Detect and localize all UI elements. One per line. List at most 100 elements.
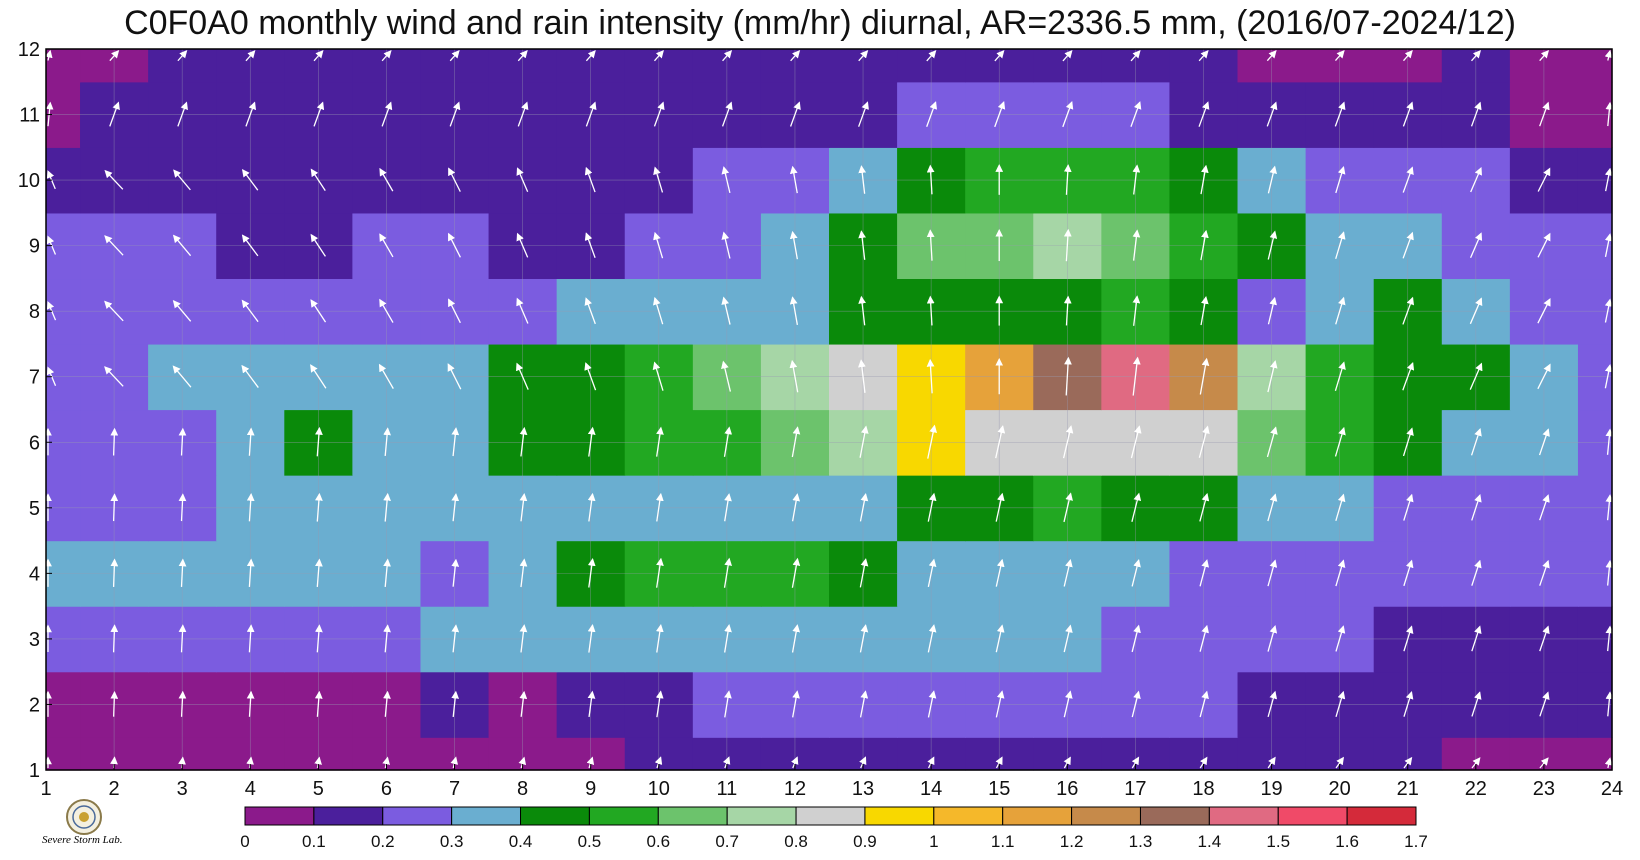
colorbar-swatch — [795, 806, 866, 826]
wind-arrow — [927, 624, 937, 653]
wind-arrow — [1539, 494, 1550, 521]
wind-arrow — [655, 690, 664, 718]
wind-arrow — [1537, 167, 1551, 192]
wind-arrow — [1335, 296, 1346, 325]
x-tick-label: 19 — [1260, 778, 1282, 800]
wind-arrow — [1471, 691, 1482, 717]
heatmap-cell — [624, 49, 694, 83]
wind-arrow — [110, 690, 119, 717]
logo-text: Severe Storm Lab. — [42, 834, 123, 846]
y-tick-label: 1 — [29, 760, 40, 782]
wind-arrow — [1469, 232, 1483, 259]
wind-arrow — [314, 690, 323, 717]
wind-arrow — [858, 359, 866, 393]
wind-arrow — [1539, 101, 1550, 127]
wind-arrow — [1604, 363, 1613, 389]
x-tick-label: 6 — [381, 778, 392, 800]
wind-arrow — [448, 167, 461, 192]
wind-arrow — [1335, 559, 1346, 587]
wind-arrow — [859, 624, 869, 653]
wind-arrow — [310, 168, 326, 191]
wind-arrow — [246, 493, 255, 522]
wind-arrow — [1267, 625, 1278, 652]
wind-arrow — [926, 50, 937, 62]
wind-arrow — [721, 101, 733, 127]
wind-arrow — [859, 756, 867, 769]
x-tick-label: 9 — [585, 778, 596, 800]
wind-arrow — [723, 426, 733, 457]
heatmap-cell — [216, 49, 285, 83]
wind-arrow — [1469, 362, 1483, 390]
x-tick-label: 16 — [1056, 778, 1078, 800]
wind-arrow — [315, 492, 323, 522]
wind-arrow — [449, 101, 461, 127]
wind-arrow — [1402, 166, 1414, 193]
wind-arrow — [1131, 559, 1141, 587]
colorbar-swatch — [933, 806, 1004, 826]
y-tick-label: 3 — [29, 629, 40, 651]
wind-arrow — [1130, 425, 1142, 459]
wind-arrow — [995, 558, 1005, 587]
colorbar-swatch — [1071, 806, 1141, 826]
colorbar-label: 1.5 — [1266, 832, 1290, 851]
wind-arrow — [859, 493, 869, 522]
lab-logo — [66, 799, 102, 835]
wind-arrow — [1131, 624, 1141, 653]
wind-arrow — [721, 360, 732, 392]
wind-arrow — [723, 557, 733, 588]
wind-arrow — [1604, 167, 1613, 192]
y-tick-label: 12 — [18, 39, 40, 61]
wind-arrow — [313, 101, 325, 127]
wind-arrow — [1539, 691, 1550, 717]
wind-arrow — [104, 300, 124, 322]
wind-arrow — [584, 232, 596, 258]
wind-arrow — [1605, 428, 1614, 455]
wind-arrow — [927, 756, 935, 769]
wind-arrow — [1403, 559, 1414, 587]
wind-arrow — [516, 167, 529, 193]
wind-arrow — [451, 624, 460, 653]
wind-arrow — [995, 492, 1005, 522]
wind-arrow — [724, 493, 732, 522]
wind-arrow — [653, 101, 665, 127]
colorbar-swatch — [1208, 806, 1279, 826]
wind-arrow — [724, 624, 732, 653]
colorbar-swatch — [657, 806, 728, 826]
heatmap-cell — [1577, 737, 1613, 771]
wind-arrow — [517, 50, 528, 62]
y-tick-label: 5 — [29, 498, 40, 520]
x-tick-label: 5 — [313, 778, 324, 800]
wind-arrow — [655, 624, 664, 653]
wind-arrow — [1132, 295, 1141, 326]
y-tick-label: 8 — [29, 301, 40, 323]
x-tick-label: 14 — [920, 778, 942, 800]
colorbar: 0 0.1 0.2 0.3 0.4 0.5 0.6 0.7 0.8 0.9 1 1.1 1.2 1.3 1.… — [240, 806, 1428, 851]
x-axis: 1 2 3 4 5 6 7 8 9 10 11 12 13 14 15 16 17 18 19 20 21 22 23 24 — [40, 764, 1623, 800]
colorbar-label: 0.3 — [440, 832, 464, 851]
wind-arrow — [1267, 690, 1278, 718]
wind-arrow — [104, 366, 124, 387]
wind-arrow — [1605, 494, 1614, 521]
wind-arrow — [1130, 50, 1141, 62]
wind-arrow — [314, 756, 322, 769]
wind-arrow — [1132, 229, 1141, 261]
wind-arrow — [383, 427, 391, 457]
wind-arrow — [246, 756, 254, 769]
wind-arrow — [587, 557, 596, 588]
y-tick-label: 6 — [29, 432, 40, 454]
x-tick-label: 21 — [1397, 778, 1419, 800]
colorbar-label: 1.6 — [1335, 832, 1359, 851]
wind-arrow — [1064, 356, 1072, 396]
wind-arrow — [1403, 691, 1414, 717]
wind-arrow — [994, 101, 1006, 128]
wind-arrow — [587, 492, 596, 522]
wind-arrow — [1334, 101, 1346, 127]
wind-arrow — [1199, 756, 1208, 769]
heatmap-cells — [46, 49, 1613, 771]
wind-arrow — [1200, 229, 1209, 261]
wind-arrow — [241, 168, 259, 191]
x-tick-label: 22 — [1465, 778, 1487, 800]
colorbar-swatch — [726, 806, 797, 826]
x-tick-label: 2 — [109, 778, 120, 800]
